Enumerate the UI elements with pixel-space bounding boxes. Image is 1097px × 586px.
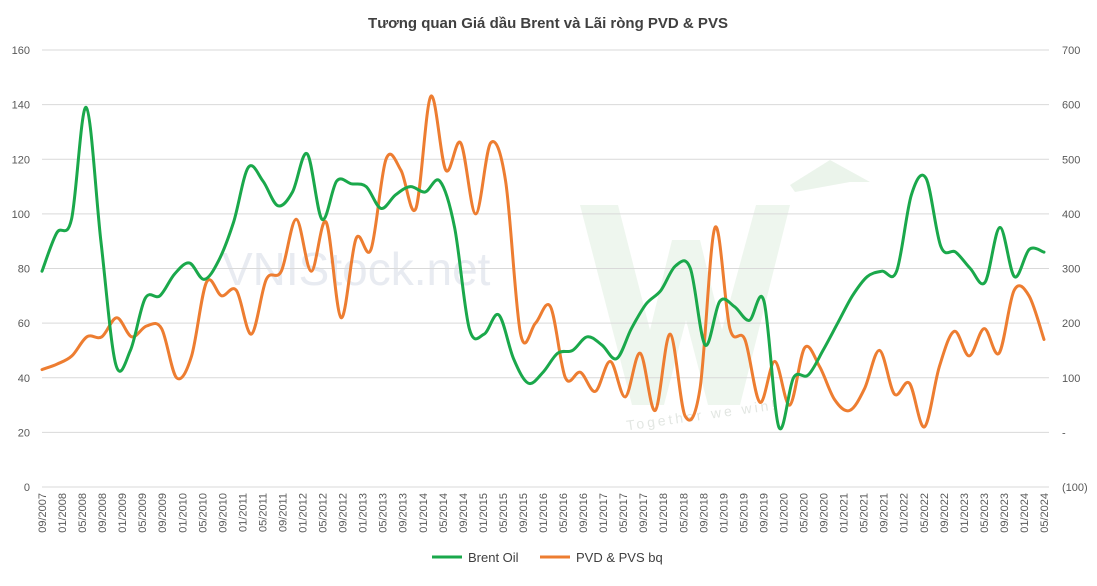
legend: Brent Oil PVD & PVS bq xyxy=(432,550,663,565)
watermark-arrow-shape xyxy=(790,160,870,192)
left-axis-tick-label: 80 xyxy=(18,264,30,276)
x-axis-tick-label: 09/2015 xyxy=(518,493,530,533)
right-axis-tick-label: (100) xyxy=(1062,482,1088,494)
chart-title: Tương quan Giá dầu Brent và Lãi ròng PVD… xyxy=(368,15,728,32)
x-axis-tick-label: 09/2023 xyxy=(999,493,1011,533)
series-line-brent-oil xyxy=(40,105,1046,431)
x-axis-tick-label: 09/2020 xyxy=(819,493,831,533)
x-axis-tick-label: 01/2023 xyxy=(959,493,971,533)
series-line-pvd-pvs-bq xyxy=(40,94,1046,429)
x-axis-tick-label: 01/2022 xyxy=(899,493,911,533)
x-axis-tick-label: 01/2013 xyxy=(358,493,370,533)
x-axis-tick-label: 09/2021 xyxy=(879,493,891,533)
left-axis-ticks: 0 20 40 60 80 100 120 140 160 xyxy=(12,45,30,494)
left-axis-tick-label: 160 xyxy=(12,45,30,57)
x-axis-ticks: 09/2007 01/2008 05/2008 09/2008 01/2009 05/20… xyxy=(37,493,1051,533)
x-axis-tick-label: 05/2008 xyxy=(77,493,89,533)
x-axis-tick-label: 09/2013 xyxy=(398,493,410,533)
series-lines xyxy=(40,94,1046,431)
left-axis-tick-label: 20 xyxy=(18,427,30,439)
right-axis-tick-label: 700 xyxy=(1062,45,1080,57)
x-axis-tick-label: 01/2014 xyxy=(418,493,430,533)
x-axis-tick-label: 09/2019 xyxy=(758,493,770,533)
legend-label-pvd-pvs: PVD & PVS bq xyxy=(576,550,663,565)
x-axis-tick-label: 09/2007 xyxy=(37,493,49,533)
x-axis-tick-label: 09/2011 xyxy=(277,493,289,532)
right-axis-tick-label: 200 xyxy=(1062,318,1080,330)
right-axis-tick-label: 300 xyxy=(1062,264,1080,276)
x-axis-tick-label: 01/2017 xyxy=(598,493,610,533)
gridlines xyxy=(42,49,1049,488)
x-axis-tick-label: 05/2013 xyxy=(378,493,390,533)
right-axis-ticks: (100) - 100 200 300 400 500 600 700 xyxy=(1062,45,1088,494)
left-axis-tick-label: 0 xyxy=(24,482,30,494)
x-axis-tick-label: 09/2018 xyxy=(698,493,710,533)
x-axis-tick-label: 01/2019 xyxy=(718,493,730,533)
x-axis-tick-label: 05/2024 xyxy=(1039,493,1051,533)
x-axis-tick-label: 09/2016 xyxy=(578,493,590,533)
x-axis-tick-label: 01/2016 xyxy=(538,493,550,533)
right-axis-tick-label: - xyxy=(1062,427,1066,439)
x-axis-tick-label: 09/2014 xyxy=(458,493,470,533)
left-axis-tick-label: 60 xyxy=(18,318,30,330)
left-axis-tick-label: 100 xyxy=(12,209,30,221)
x-axis-tick-label: 01/2021 xyxy=(839,493,851,533)
x-axis-tick-label: 05/2019 xyxy=(738,493,750,533)
x-axis-tick-label: 05/2017 xyxy=(618,493,630,533)
x-axis-tick-label: 01/2012 xyxy=(298,493,310,533)
right-axis-tick-label: 100 xyxy=(1062,373,1080,385)
legend-label-brent-oil: Brent Oil xyxy=(468,550,519,565)
x-axis-tick-label: 05/2022 xyxy=(919,493,931,533)
x-axis-tick-label: 09/2017 xyxy=(638,493,650,533)
x-axis-tick-label: 05/2023 xyxy=(979,493,991,533)
left-axis-tick-label: 40 xyxy=(18,373,30,385)
x-axis-tick-label: 01/2010 xyxy=(177,493,189,533)
x-axis-tick-label: 09/2009 xyxy=(157,493,169,533)
x-axis-tick-label: 01/2020 xyxy=(778,493,790,533)
watermark-logo-shape xyxy=(580,205,790,405)
x-axis-tick-label: 01/2008 xyxy=(57,493,69,533)
left-axis-tick-label: 140 xyxy=(12,100,30,112)
x-axis-tick-label: 01/2011 xyxy=(237,493,249,532)
x-axis-tick-label: 05/2009 xyxy=(137,493,149,533)
x-axis-tick-label: 01/2018 xyxy=(658,493,670,533)
x-axis-tick-label: 09/2012 xyxy=(338,493,350,533)
x-axis-tick-label: 01/2009 xyxy=(117,493,129,533)
x-axis-tick-label: 01/2015 xyxy=(478,493,490,533)
x-axis-tick-label: 05/2014 xyxy=(438,493,450,533)
x-axis-tick-label: 09/2022 xyxy=(939,493,951,533)
x-axis-tick-label: 05/2020 xyxy=(799,493,811,533)
x-axis-tick-label: 01/2024 xyxy=(1019,493,1031,533)
x-axis-tick-label: 05/2015 xyxy=(498,493,510,533)
x-axis-tick-label: 05/2012 xyxy=(318,493,330,533)
x-axis-tick-label: 05/2018 xyxy=(678,493,690,533)
left-axis-tick-label: 120 xyxy=(12,154,30,166)
x-axis-tick-label: 09/2010 xyxy=(217,493,229,533)
x-axis-tick-label: 05/2010 xyxy=(197,493,209,533)
x-axis-tick-label: 05/2021 xyxy=(859,493,871,533)
x-axis-tick-label: 05/2011 xyxy=(257,493,269,532)
right-axis-tick-label: 500 xyxy=(1062,154,1080,166)
right-axis-tick-label: 600 xyxy=(1062,100,1080,112)
x-axis-tick-label: 09/2008 xyxy=(97,493,109,533)
right-axis-tick-label: 400 xyxy=(1062,209,1080,221)
x-axis-tick-label: 05/2016 xyxy=(558,493,570,533)
